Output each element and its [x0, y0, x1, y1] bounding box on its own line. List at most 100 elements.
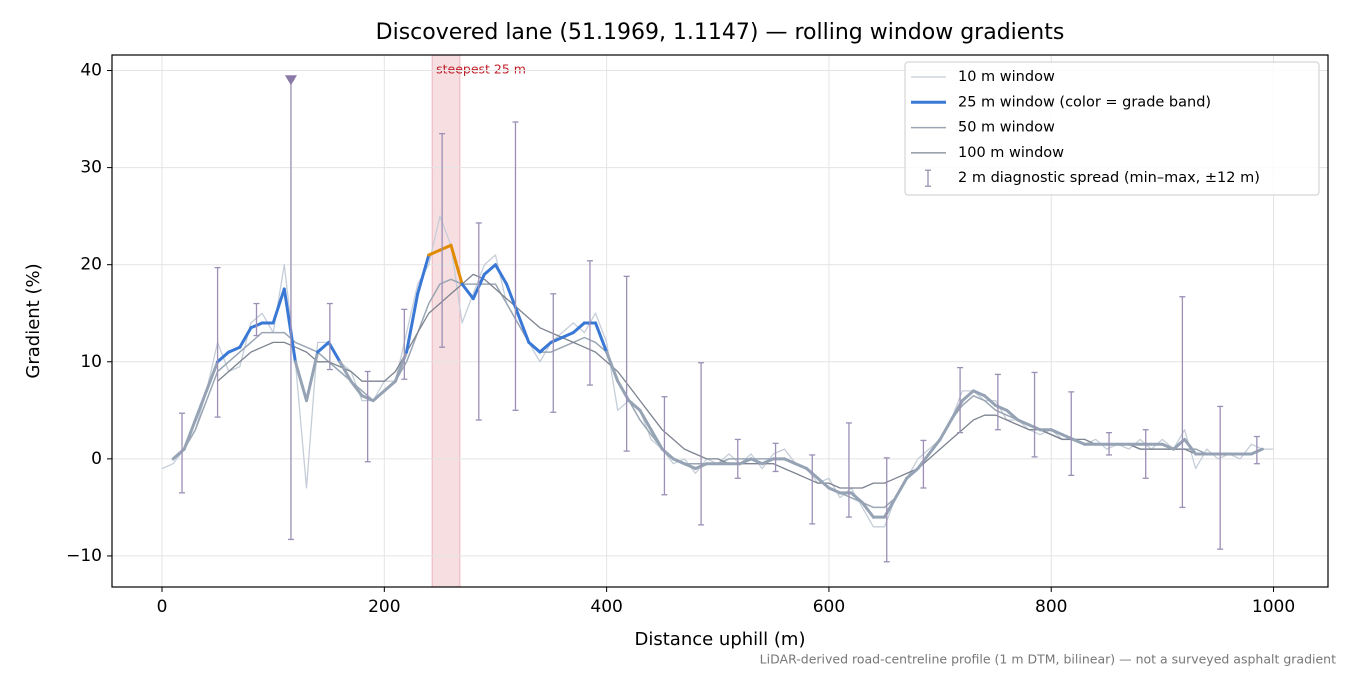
line-segment — [282, 287, 297, 364]
highlight-label: steepest 25 m — [436, 62, 526, 77]
plot-frame — [111, 54, 1329, 588]
error-bar — [698, 362, 705, 526]
line-segment — [316, 340, 331, 354]
x-tick-label: 0 — [157, 597, 168, 617]
line — [217, 273, 1218, 489]
y-tick-label: 10 — [80, 352, 102, 372]
line-segment — [216, 350, 231, 364]
line-segment — [182, 418, 197, 451]
error-bar — [1253, 435, 1260, 465]
error-bar — [253, 302, 260, 337]
line-segment — [605, 350, 620, 383]
x-tick-label: 400 — [590, 597, 622, 617]
legend-label: 2 m diagnostic spread (min–max, ±12 m) — [958, 170, 1260, 186]
y-tick-label: 40 — [80, 61, 102, 81]
error-bar — [1031, 371, 1038, 458]
line-segment — [1005, 408, 1020, 422]
line-segment — [405, 292, 420, 354]
line-segment — [204, 360, 220, 393]
line-segment — [1160, 442, 1175, 451]
line-segment — [594, 321, 609, 354]
line-segment — [860, 501, 875, 519]
line-segment — [493, 263, 509, 286]
error-bar — [809, 454, 816, 525]
line-segment — [227, 345, 242, 354]
peak-marker — [284, 75, 297, 86]
line-segment — [782, 457, 798, 466]
line-segment — [827, 486, 842, 495]
line-segment — [427, 248, 442, 257]
error-bar — [326, 302, 333, 371]
line-segment — [1016, 418, 1031, 427]
error-bar — [1106, 431, 1113, 456]
line-segment — [238, 326, 253, 349]
line-segment — [460, 282, 475, 301]
error-bar — [550, 293, 557, 413]
line-segment — [849, 491, 864, 505]
line-segment — [538, 340, 553, 354]
line-segment — [760, 457, 775, 466]
line-segment — [816, 476, 831, 490]
y-tick-label: −10 — [66, 546, 102, 566]
line-segment — [560, 331, 575, 340]
error-bar — [179, 412, 186, 494]
line-segment — [571, 321, 586, 335]
error-bar — [475, 222, 482, 421]
error-bar — [1217, 405, 1224, 550]
line-segment — [327, 340, 342, 364]
line-segment — [527, 340, 542, 354]
legend-box — [904, 61, 1320, 196]
line-segment — [349, 379, 364, 398]
line-segment — [649, 428, 664, 451]
line-segment — [271, 287, 286, 325]
error-bar — [957, 366, 964, 434]
y-axis-label: Gradient (%) — [23, 263, 44, 378]
line-segment — [894, 476, 909, 500]
line-segment — [482, 263, 497, 276]
error-bar — [920, 439, 927, 489]
legend-label: 100 m window — [958, 145, 1064, 161]
y-tick-label: 30 — [80, 158, 102, 178]
line-segment — [449, 243, 464, 286]
error-bar — [586, 260, 593, 386]
line-segment — [305, 350, 320, 403]
y-tick-label: 0 — [91, 449, 102, 469]
footnote: LiDAR-derived road-centreline profile (1… — [760, 652, 1336, 667]
legend: 10 m window 25 m window (color = grade ba… — [904, 61, 1320, 196]
line-segment — [1183, 437, 1198, 456]
error-bar — [439, 132, 446, 348]
line-segment — [905, 467, 920, 480]
error-bar — [661, 396, 668, 496]
line — [161, 215, 1274, 528]
x-tick-label: 1000 — [1252, 597, 1295, 617]
line-segment — [1049, 428, 1064, 437]
error-bar — [1068, 391, 1075, 477]
line-segment — [971, 389, 987, 398]
x-axis-label: Distance uphill (m) — [635, 629, 806, 650]
x-tick-label: 800 — [1035, 597, 1067, 617]
line-segment — [682, 462, 698, 471]
legend-label: 25 m window (color = grade band) — [958, 94, 1211, 110]
line-segment — [416, 253, 431, 296]
error-bar — [1142, 429, 1149, 479]
error-bar — [512, 121, 519, 411]
x-tick-label: 600 — [813, 597, 845, 617]
error-bar — [1179, 296, 1186, 509]
x-tick-label: 200 — [368, 597, 400, 617]
line-segment — [193, 389, 208, 422]
line-segment — [960, 389, 975, 403]
error-bar — [214, 266, 221, 418]
error-bar — [994, 373, 1001, 431]
line-segment — [371, 389, 386, 403]
highlight-span — [431, 54, 461, 588]
chart-title: Discovered lane (51.1969, 1.1147) — roll… — [376, 20, 1065, 45]
line-segment — [938, 418, 953, 441]
legend-label: 10 m window — [958, 69, 1055, 85]
line-segment — [382, 379, 397, 393]
line-segment — [794, 462, 809, 471]
legend-label: 50 m window — [958, 120, 1055, 136]
error-bar — [623, 275, 630, 452]
line-segment — [627, 399, 642, 412]
line-segment — [1071, 437, 1087, 446]
error-bar — [772, 442, 779, 473]
